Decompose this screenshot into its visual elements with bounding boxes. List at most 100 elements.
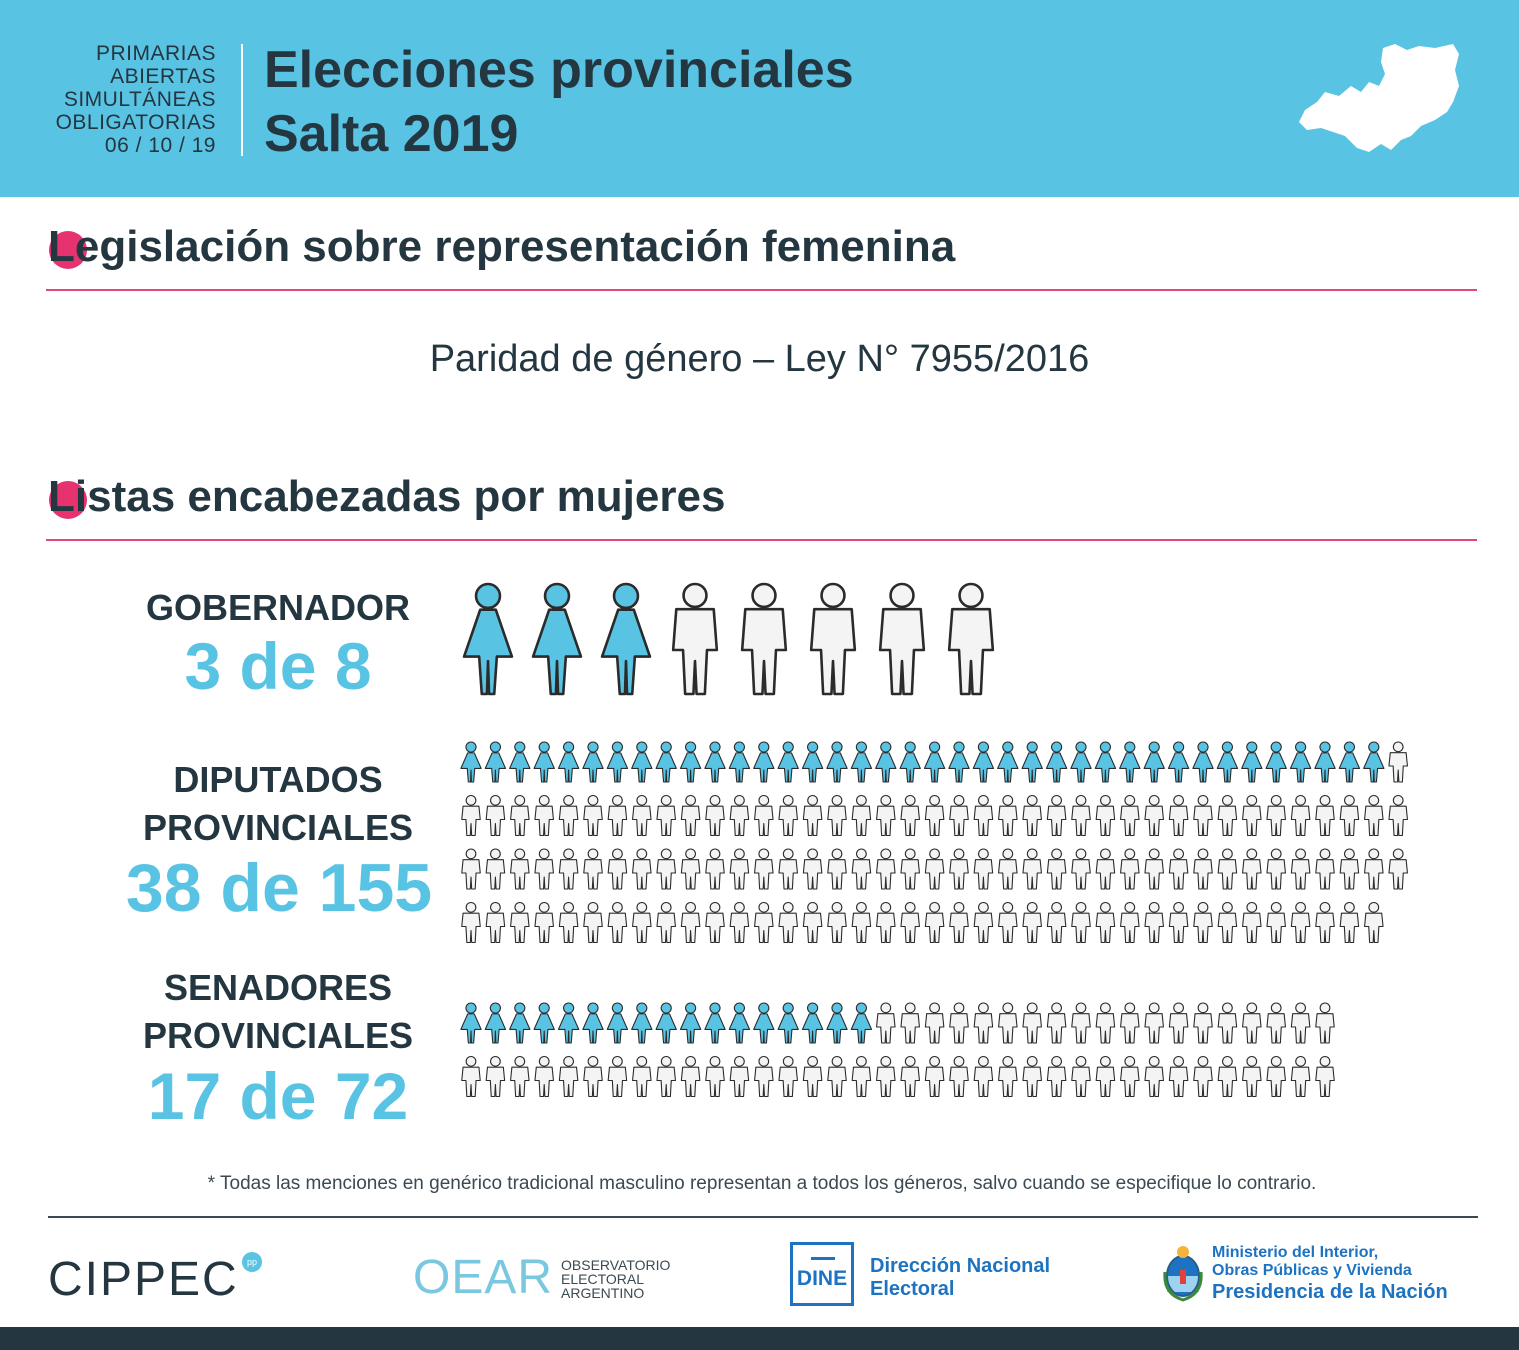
man-icon [558,901,579,944]
woman-icon [531,582,583,696]
dine-logo-bar [811,1257,835,1260]
man-icon [558,794,579,837]
woman-icon [777,1002,799,1044]
woman-icon [875,741,897,783]
woman-icon [582,741,604,783]
man-icon [778,848,798,890]
oear-logo: OEAR [413,1251,554,1304]
man-icon [1144,794,1164,837]
man-icon [754,901,774,944]
man-icon [1071,794,1091,837]
page-title-line1: Elecciones provinciales [264,41,854,99]
footer-rule [48,1216,1478,1218]
man-icon [1168,901,1189,944]
man-icon [729,1055,750,1098]
man-icon [1071,901,1091,944]
woman-icon [460,1002,482,1044]
man-icon [656,1055,676,1098]
man-icon [656,901,676,944]
woman-icon [484,1002,507,1044]
woman-icon [679,1002,702,1044]
woman-icon [1021,741,1043,783]
woman-icon [801,1002,824,1044]
paso-caption: PRIMARIAS ABIERTAS SIMULTÁNEAS OBLIGATOR… [20,42,216,157]
man-icon [607,848,628,890]
man-icon [485,794,506,837]
label-diputados: DIPUTADOS PROVINCIALES [118,756,438,852]
man-icon [1168,794,1189,837]
man-icon [900,848,920,890]
man-icon [851,901,872,944]
woman-icon [655,1002,677,1044]
man-icon [998,848,1018,890]
label-gobernador: GOBERNADOR [120,584,436,632]
woman-icon [1289,741,1312,783]
woman-icon [777,741,799,783]
paso-line: ABIERTAS [110,65,216,88]
cippec-logo: CIPPEC [48,1253,239,1306]
pictogram-group-2 [460,1002,1335,1098]
man-icon [998,794,1018,837]
man-icon [778,901,798,944]
man-icon [558,848,579,890]
man-icon [1095,794,1116,837]
woman-icon [972,741,995,783]
man-icon [1120,1055,1140,1098]
man-icon [1144,1002,1164,1044]
man-icon [510,901,530,944]
man-icon [729,901,750,944]
woman-icon [728,1002,751,1044]
man-icon [1315,1002,1335,1044]
woman-icon [1143,741,1165,783]
bullet-dot [49,231,87,269]
man-icon [924,901,945,944]
man-icon [1290,1002,1311,1044]
man-icon [998,1055,1018,1098]
label-line: PROVINCIALES [142,1015,414,1056]
man-icon [485,1055,506,1098]
woman-icon [704,1002,726,1044]
man-icon [1242,794,1262,837]
dine-logo: DINE [790,1242,854,1306]
man-icon [802,901,823,944]
woman-icon [606,1002,629,1044]
woman-icon [600,582,652,696]
man-icon [973,1055,994,1098]
man-icon [1095,848,1116,890]
man-icon [1217,901,1238,944]
man-icon [1144,1055,1164,1098]
man-icon [461,901,481,944]
man-icon [876,1055,896,1098]
man-icon [876,794,896,837]
man-icon [1339,794,1360,837]
man-icon [1144,848,1164,890]
man-icon [1168,1055,1189,1098]
dine-logo-text: DINE [796,1267,848,1290]
man-icon [705,794,725,837]
man-icon [973,848,994,890]
man-icon [583,1055,603,1098]
paso-line: OBLIGATORIAS [55,111,216,134]
woman-icon [899,741,921,783]
man-icon [632,794,652,837]
national-shield-icon [1163,1246,1203,1302]
man-icon [802,794,823,837]
man-icon [632,1055,652,1098]
woman-icon [1094,741,1117,783]
man-icon [802,848,823,890]
man-icon [583,901,603,944]
woman-icon [533,741,555,783]
woman-icon [1314,741,1336,783]
man-icon [1266,1002,1286,1044]
man-icon [510,794,530,837]
woman-icon [1363,741,1385,783]
ministry-line: Ministerio del Interior, [1212,1244,1379,1261]
law-text: Paridad de género – Ley N° 7955/2016 [429,338,1090,380]
man-icon [1022,901,1042,944]
woman-icon [484,741,507,783]
man-icon [510,1055,530,1098]
oear-sub-line: ARGENTINO [561,1285,645,1301]
man-icon [802,1055,823,1098]
man-icon [740,582,788,696]
header-divider [241,44,243,156]
